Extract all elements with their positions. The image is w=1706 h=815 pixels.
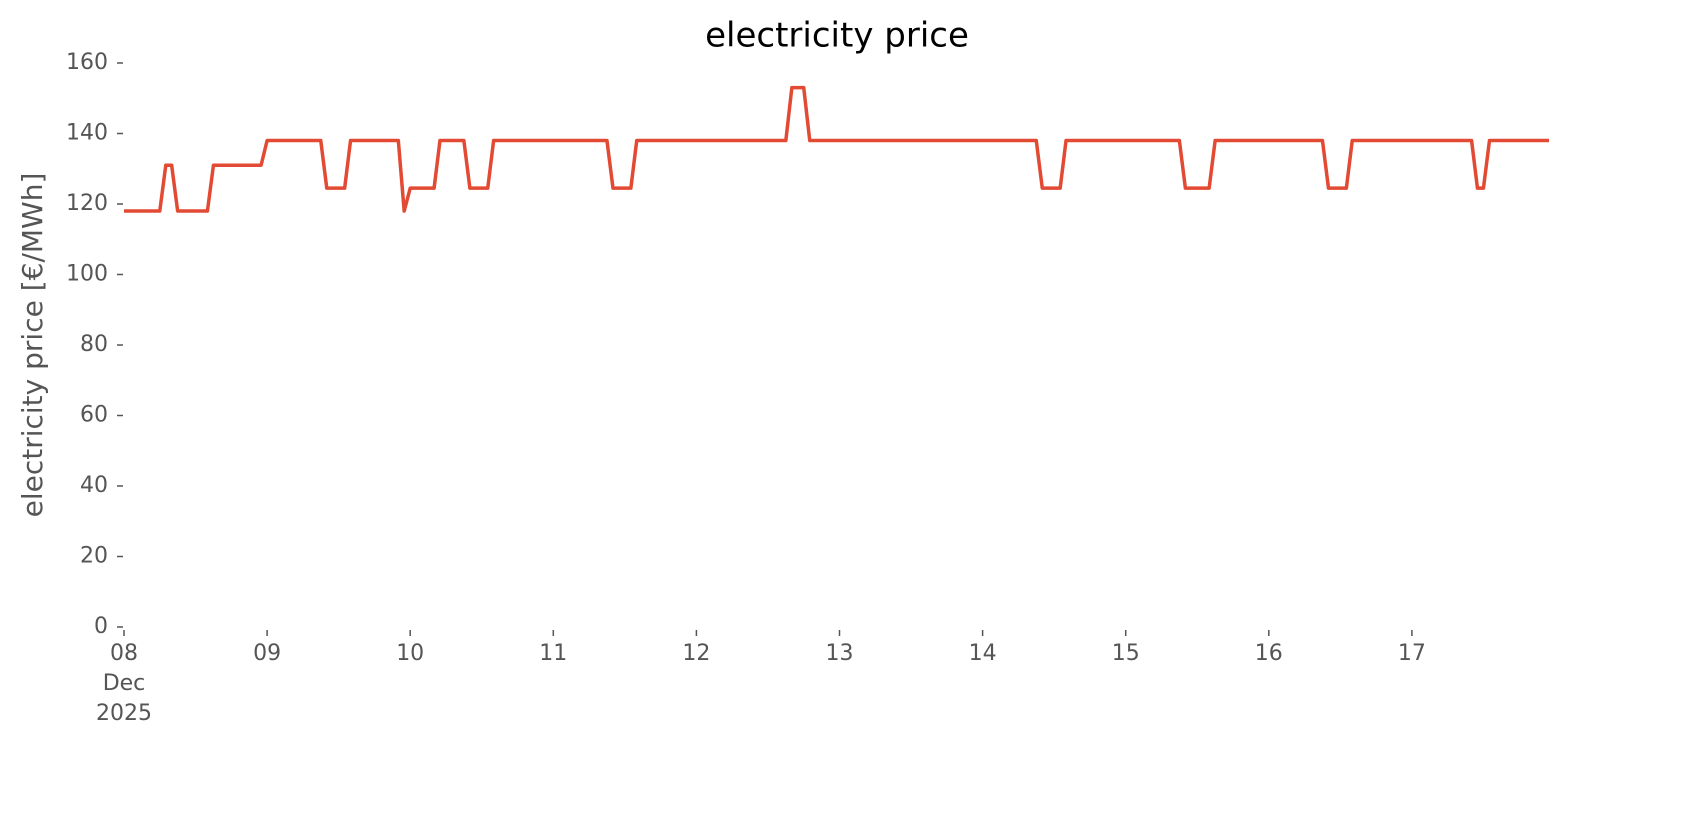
x-tick-label: 14	[968, 641, 997, 666]
y-tick-label: 120	[66, 191, 108, 216]
y-tick-label: 140	[66, 121, 108, 146]
x-tick-label: 16	[1254, 641, 1283, 666]
x-tick-label: 11	[539, 641, 568, 666]
y-axis-label: electricity price [€/MWh]	[16, 173, 49, 518]
y-tick-label: 20	[80, 544, 108, 569]
x-tick-label: 15	[1111, 641, 1140, 666]
y-tick-label: 40	[80, 473, 108, 498]
x-tick-label: 13	[825, 641, 854, 666]
x-tick-label: 09	[253, 641, 282, 666]
x-tick-label: 12	[682, 641, 711, 666]
y-tick-label: 160	[66, 50, 108, 75]
price-line	[124, 85, 1549, 213]
chart-title: electricity price	[705, 16, 969, 56]
y-tick-label: 60	[80, 403, 108, 428]
y-tick-label: 100	[66, 262, 108, 287]
y-tick-label: 0	[94, 614, 108, 639]
y-tick-label: 80	[80, 332, 108, 357]
x-tick-label: 17	[1397, 641, 1426, 666]
x-tick-label: 10	[396, 641, 425, 666]
x-tick-label: 08 Dec 2025	[96, 641, 152, 726]
